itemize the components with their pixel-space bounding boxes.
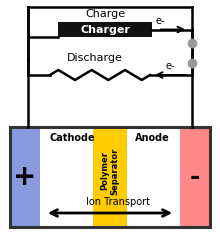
Bar	[10, 127, 210, 227]
Bar	[10, 127, 210, 227]
Bar	[180, 127, 210, 227]
Text: e-: e-	[156, 16, 165, 26]
Bar	[10, 127, 40, 227]
Text: Cathode: Cathode	[49, 133, 95, 143]
Text: +: +	[13, 163, 37, 191]
Text: e-: e-	[166, 61, 176, 71]
Text: Charger: Charger	[80, 24, 130, 35]
Bar	[93, 127, 127, 227]
Text: Anode: Anode	[135, 133, 169, 143]
Text: Charge: Charge	[85, 9, 125, 19]
Bar	[58, 22, 152, 37]
Text: Polymer
Separator: Polymer Separator	[100, 147, 120, 195]
Text: Discharge: Discharge	[67, 53, 123, 63]
Text: Ion Transport: Ion Transport	[86, 197, 150, 207]
Text: -: -	[190, 165, 200, 189]
